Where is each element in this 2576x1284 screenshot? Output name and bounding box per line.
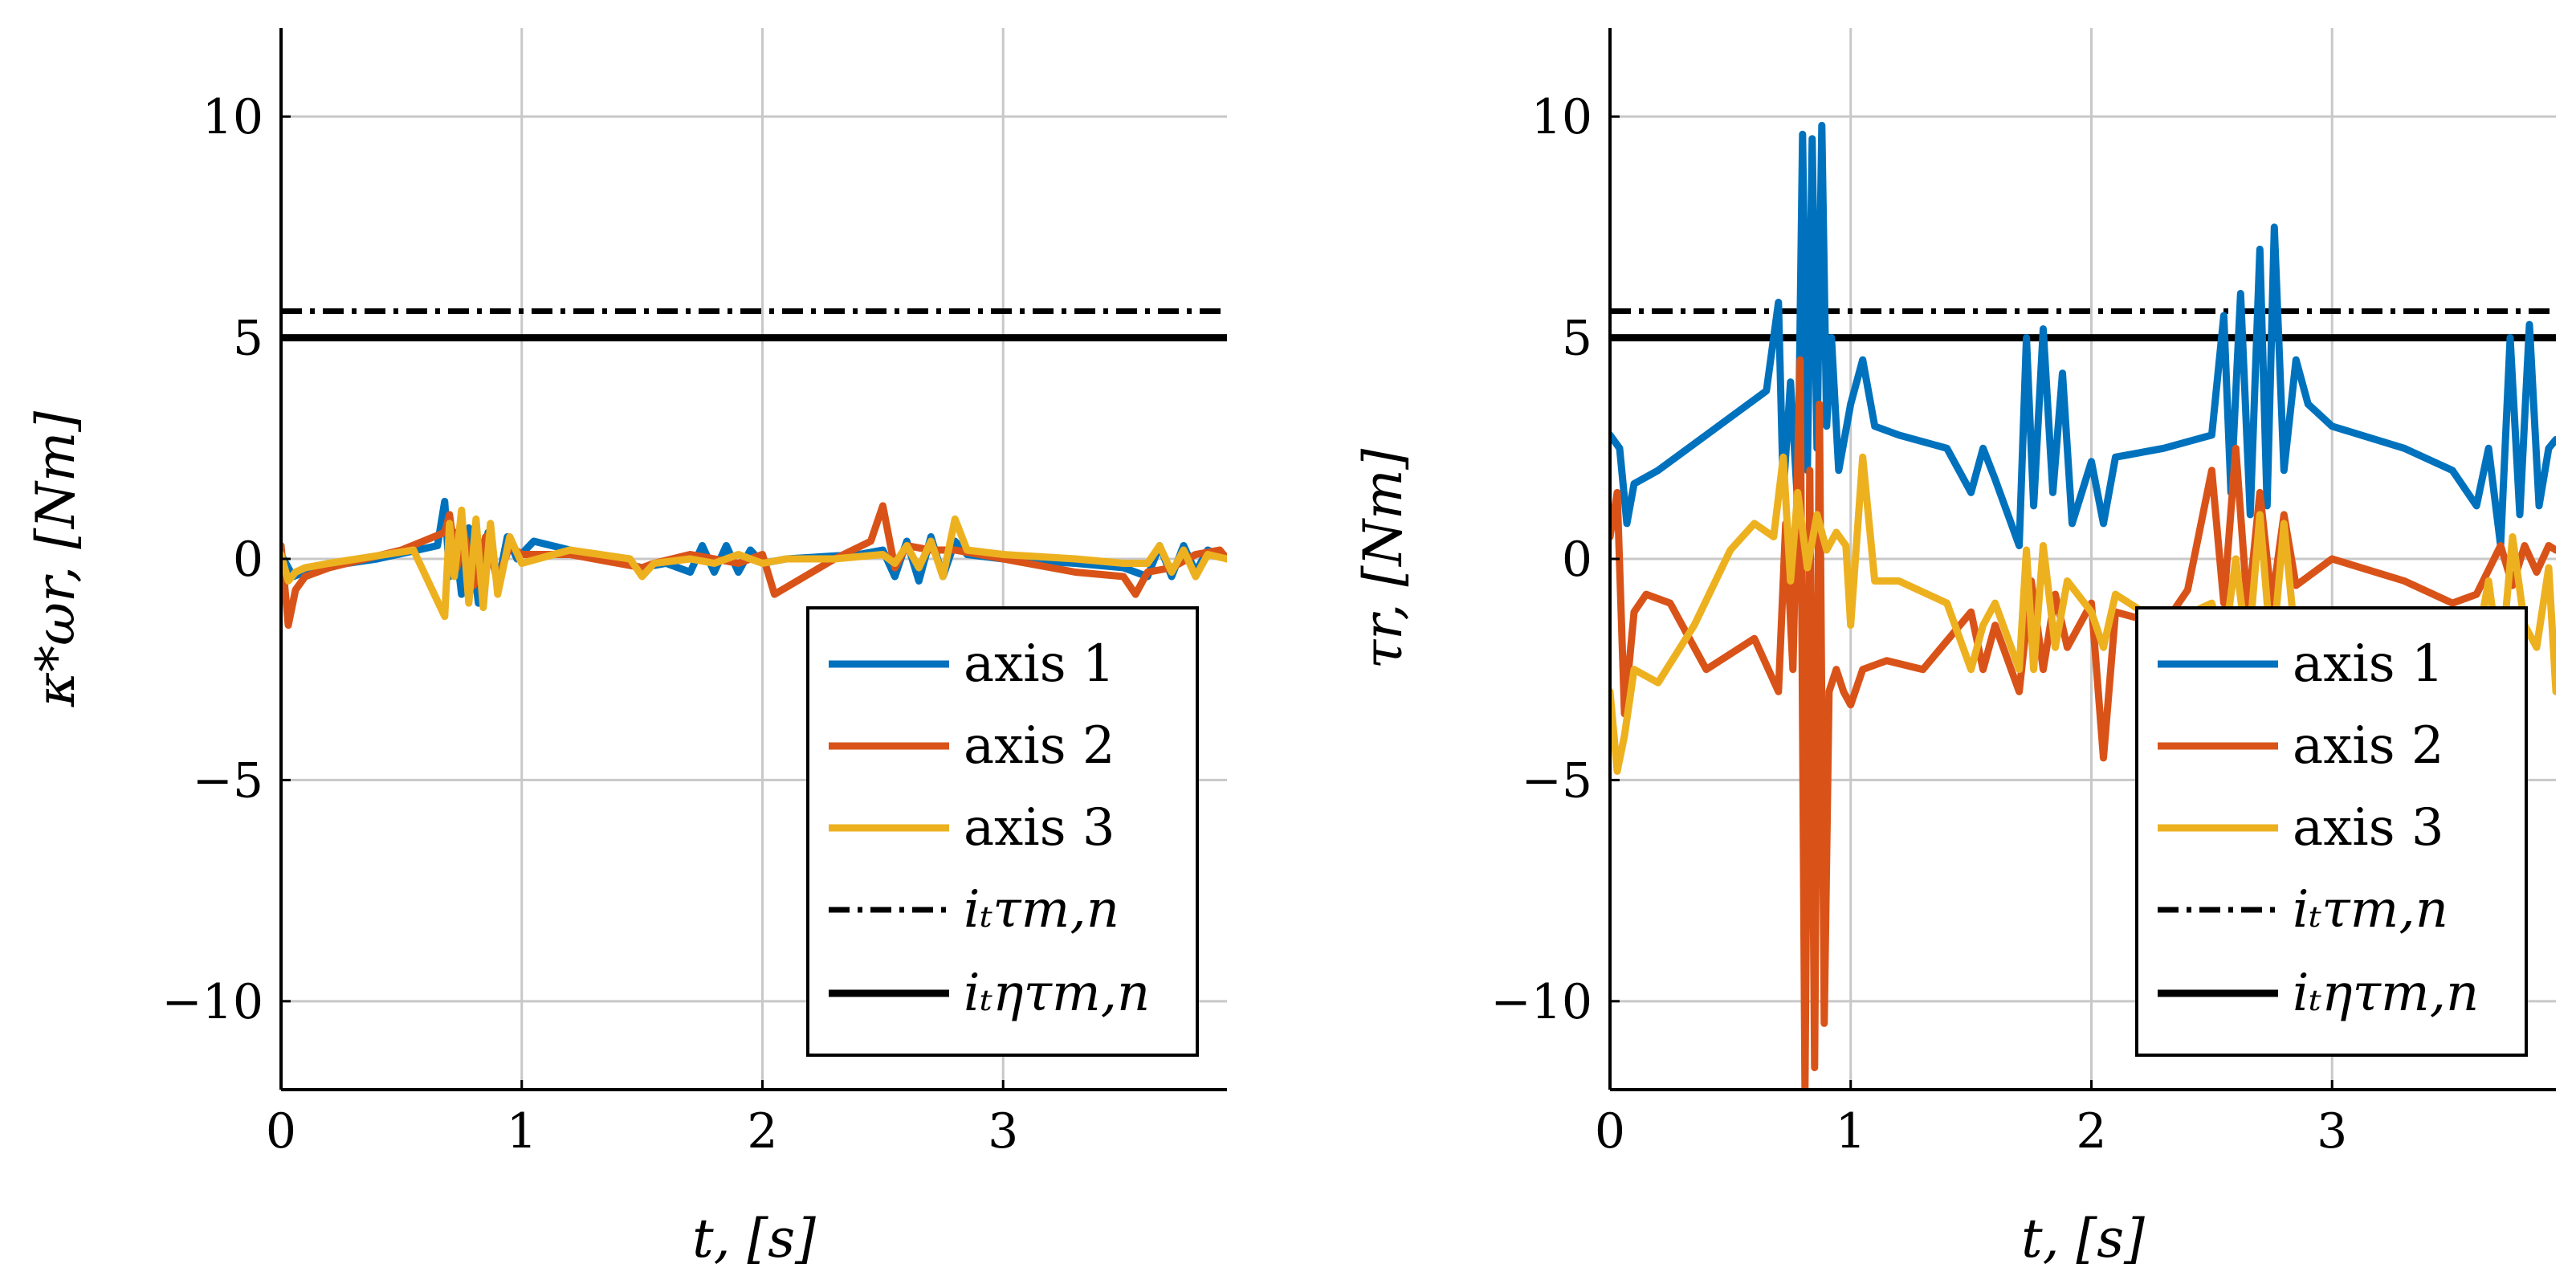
left-legend: axis 1 axis 2 axis 3 iₜτm,n iₜητm,n bbox=[806, 606, 1199, 1057]
right-legend: axis 1 axis 2 axis 3 iₜτm,n iₜητm,n bbox=[2135, 606, 2528, 1057]
left-x-tick-label-3: 3 bbox=[988, 1103, 1018, 1160]
right-legend-nominal: iₜτm,n bbox=[2293, 880, 2448, 940]
right-x-axis-label: t, [s] bbox=[2021, 1208, 2145, 1270]
right-y-tick-label-1: −5 bbox=[1522, 752, 1592, 809]
left-axes bbox=[279, 28, 1227, 1091]
left-y-tick-label-0: −10 bbox=[161, 974, 263, 1030]
left-series bbox=[281, 497, 1227, 630]
left-chart: 0 1 2 3 −10 −5 0 5 10 t, [s] κ*ωr, [Nm] axis 1 a… bbox=[25, 28, 1227, 1270]
right-chart: 0 1 2 3 −10 −5 0 5 10 t, [s] τr, [Nm] axis 1 axi… bbox=[1352, 28, 2556, 1270]
left-series-axis2 bbox=[281, 502, 1227, 630]
left-x-tick-label-0: 0 bbox=[266, 1103, 296, 1160]
left-limit-lines bbox=[281, 308, 1227, 342]
right-axes bbox=[1608, 28, 2556, 1091]
right-series-axis1 bbox=[1610, 121, 2556, 549]
right-x-tick-label-3: 3 bbox=[2317, 1103, 2347, 1160]
right-y-tick-label-2: 0 bbox=[1562, 532, 1592, 588]
left-legend-axis1: axis 1 bbox=[964, 634, 1115, 694]
left-series-axis3 bbox=[281, 506, 1227, 621]
left-legend-axis3: axis 3 bbox=[964, 798, 1115, 858]
left-x-tick-label-2: 2 bbox=[747, 1103, 777, 1160]
right-legend-axis1: axis 1 bbox=[2293, 634, 2444, 694]
left-legend-nominal-eff: iₜητm,n bbox=[964, 964, 1150, 1023]
right-legend-axis3: axis 3 bbox=[2293, 798, 2444, 858]
right-y-tick-label-4: 10 bbox=[1531, 89, 1592, 145]
right-x-tick-label-0: 0 bbox=[1595, 1103, 1625, 1160]
right-x-tick-label-2: 2 bbox=[2076, 1103, 2106, 1160]
left-legend-nominal: iₜτm,n bbox=[964, 880, 1119, 940]
left-y-axis-label: κ*ωr, [Nm] bbox=[25, 411, 87, 707]
right-x-tick-label-1: 1 bbox=[1836, 1103, 1866, 1160]
left-y-tick-label-4: 10 bbox=[202, 89, 263, 145]
left-y-tick-label-3: 5 bbox=[233, 311, 263, 367]
left-y-tick-label-2: 0 bbox=[233, 532, 263, 588]
left-x-tick-label-1: 1 bbox=[507, 1103, 537, 1160]
right-tick-labels: 0 1 2 3 −10 −5 0 5 10 bbox=[1490, 89, 2347, 1160]
right-y-tick-label-0: −10 bbox=[1490, 974, 1592, 1030]
left-series-axis1 bbox=[281, 497, 1227, 607]
left-y-tick-label-1: −5 bbox=[193, 752, 263, 809]
right-y-tick-label-3: 5 bbox=[1562, 311, 1592, 367]
right-limit-lines bbox=[1610, 308, 2556, 342]
left-tick-labels: 0 1 2 3 −10 −5 0 5 10 bbox=[161, 89, 1018, 1160]
right-legend-nominal-eff: iₜητm,n bbox=[2293, 964, 2479, 1023]
right-legend-axis2: axis 2 bbox=[2293, 716, 2444, 776]
left-x-axis-label: t, [s] bbox=[692, 1208, 816, 1270]
right-y-axis-label: τr, [Nm] bbox=[1352, 448, 1414, 669]
left-legend-axis2: axis 2 bbox=[964, 716, 1115, 776]
